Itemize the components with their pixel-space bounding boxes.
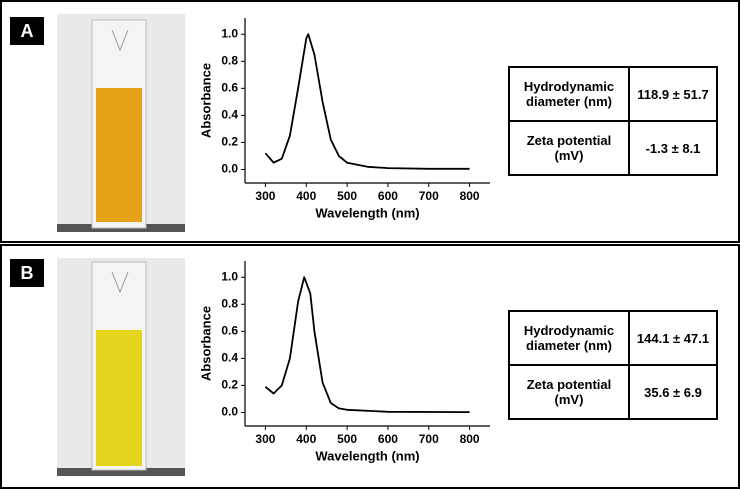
x-tick-label: 400 xyxy=(296,432,316,446)
property-table: Hydrodynamic diameter (nm) 144.1 ± 47.1 Z… xyxy=(508,310,718,420)
cell: 118.9 ± 51.7 xyxy=(628,66,718,122)
x-tick-label: 400 xyxy=(296,189,316,203)
x-tick-label: 500 xyxy=(337,189,357,203)
panel-border xyxy=(0,0,740,243)
x-axis-label: Wavelength (nm) xyxy=(315,448,419,463)
panel-label: B xyxy=(21,263,34,283)
y-axis-label: Absorbance xyxy=(198,306,213,381)
x-tick-label: 800 xyxy=(460,432,480,446)
y-tick-label: 0.8 xyxy=(221,296,238,310)
panel-label: A xyxy=(21,21,34,41)
x-tick-label: 700 xyxy=(419,432,439,446)
x-tick-label: 300 xyxy=(255,432,275,446)
y-tick-label: 0.2 xyxy=(221,135,238,149)
cell: -1.3 ± 8.1 xyxy=(628,120,718,176)
cell: Zeta potential (mV) xyxy=(508,120,630,176)
cell: 144.1 ± 47.1 xyxy=(628,310,718,366)
panel-label-box xyxy=(10,259,44,287)
x-tick-label: 300 xyxy=(255,189,275,203)
panel-border xyxy=(0,244,740,489)
spectrum-line xyxy=(264,33,470,170)
y-tick-label: 0.8 xyxy=(221,53,238,67)
y-tick-label: 0.6 xyxy=(221,323,238,337)
y-tick-label: 0.4 xyxy=(221,351,238,365)
y-tick-label: 1.0 xyxy=(221,269,238,283)
y-tick-label: 1.0 xyxy=(221,26,238,40)
x-tick-label: 800 xyxy=(460,189,480,203)
y-tick-label: 0.2 xyxy=(221,378,238,392)
y-tick-label: 0.0 xyxy=(221,405,238,419)
cuvette-photo xyxy=(57,258,185,476)
y-tick-label: 0.6 xyxy=(221,80,238,94)
x-tick-label: 600 xyxy=(378,189,398,203)
cell: Hydrodynamic diameter (nm) xyxy=(508,66,630,122)
panel-label-box xyxy=(10,17,44,45)
x-tick-label: 500 xyxy=(337,432,357,446)
spectrum-line xyxy=(264,276,470,413)
y-tick-label: 0.0 xyxy=(221,162,238,176)
x-tick-label: 700 xyxy=(419,189,439,203)
y-axis-label: Absorbance xyxy=(198,63,213,138)
cell: 35.6 ± 6.9 xyxy=(628,364,718,420)
y-tick-label: 0.4 xyxy=(221,108,238,122)
cell: Hydrodynamic diameter (nm) xyxy=(508,310,630,366)
cell: Zeta potential (mV) xyxy=(508,364,630,420)
property-table: Hydrodynamic diameter (nm) 118.9 ± 51.7 Z… xyxy=(508,66,718,176)
cuvette-photo xyxy=(57,14,185,232)
x-tick-label: 600 xyxy=(378,432,398,446)
x-axis-label: Wavelength (nm) xyxy=(315,205,419,220)
